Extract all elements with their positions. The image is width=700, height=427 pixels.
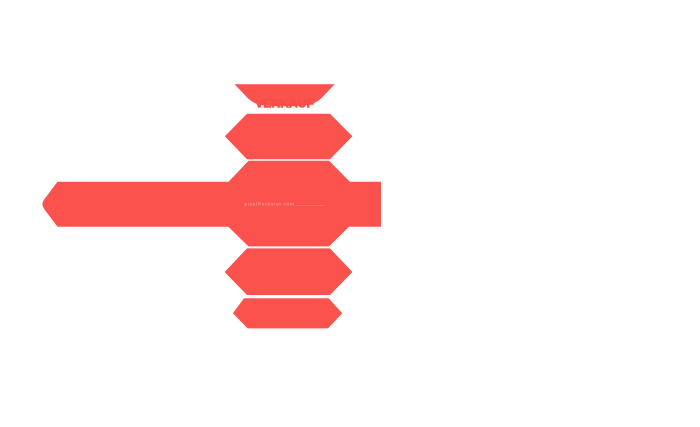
svg-text:VERKAUF: VERKAUF [255,97,314,111]
svg-text:pixelRockstar.com: pixelRockstar.com [245,202,295,207]
